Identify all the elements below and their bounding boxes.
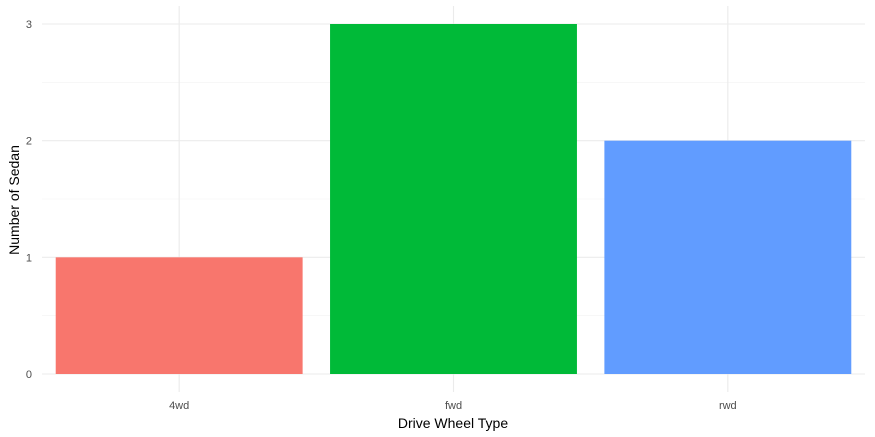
x-axis-ticks: 4wd fwd rwd: [169, 400, 737, 412]
x-tick-label: 4wd: [169, 400, 189, 412]
y-axis-title: Number of Sedan: [6, 145, 22, 255]
y-tick-label: 1: [26, 252, 32, 264]
x-tick-label: fwd: [445, 400, 462, 412]
bar-fwd: [330, 24, 577, 374]
bars: [55, 24, 852, 374]
x-tick-label: rwd: [719, 400, 737, 412]
bar-rwd: [604, 140, 852, 374]
y-axis-ticks: 0 1 2 3: [26, 19, 32, 381]
y-tick-label: 2: [26, 136, 32, 148]
bar-4wd: [55, 257, 303, 374]
y-tick-label: 3: [26, 19, 32, 31]
x-axis-title: Drive Wheel Type: [398, 415, 508, 431]
y-tick-label: 0: [26, 369, 32, 381]
